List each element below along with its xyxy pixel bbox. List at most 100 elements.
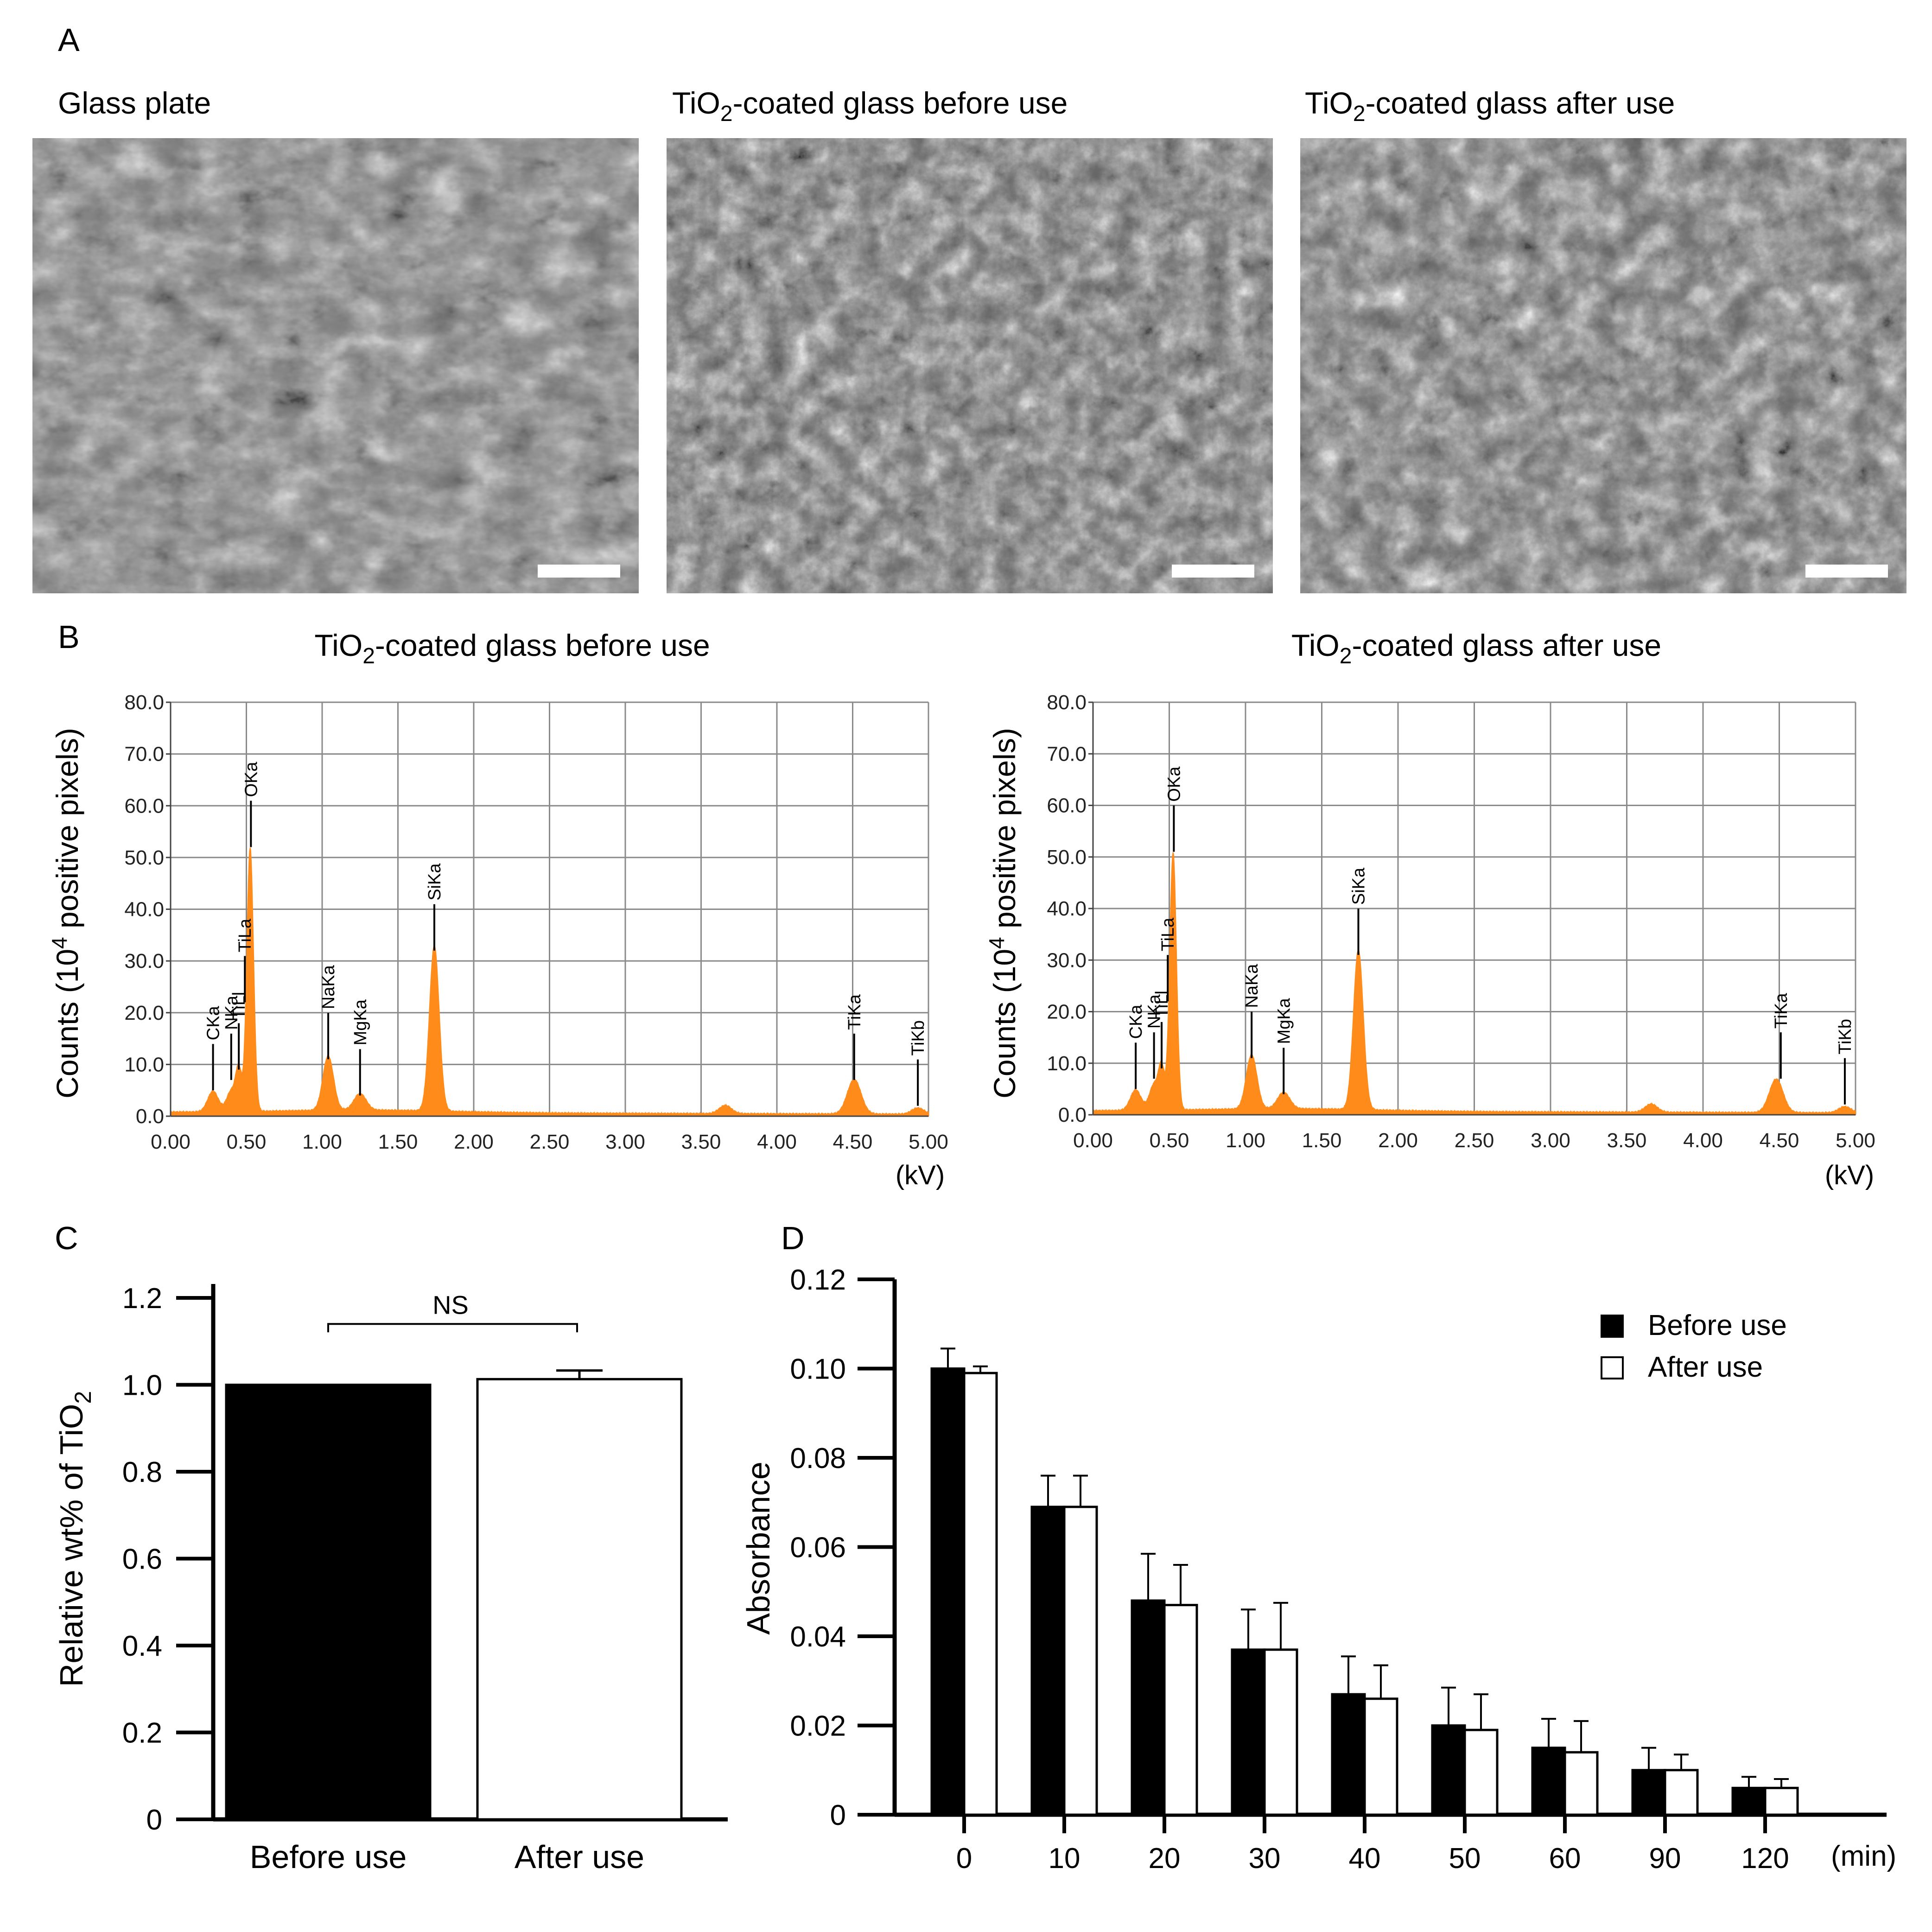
bar-d-xtick-label: 30	[1249, 1843, 1281, 1875]
spectrum-after-xtick-label: 4.50	[1760, 1129, 1799, 1152]
bar-d-bar	[1131, 1599, 1166, 1816]
bar-d-bar	[1631, 1769, 1666, 1816]
panel-a-letter: A	[58, 22, 80, 58]
bar-c-ytick-label: 0.4	[122, 1630, 162, 1662]
legend-label-before: Before use	[1648, 1309, 1787, 1341]
spectrum-after-ytick-label: 10.0	[1047, 1052, 1087, 1075]
spectrum-before-ytick-label: 80.0	[124, 691, 164, 714]
sem-image-glass	[32, 138, 639, 593]
spectrum-before-xtick-label: 4.00	[757, 1131, 797, 1153]
bar-d-bar	[1363, 1697, 1398, 1816]
spectrum-before-xtick-label: 3.50	[681, 1131, 721, 1153]
spectrum-after-peak-label: TiKb	[1836, 1019, 1855, 1055]
bar-d-ylabel: Absorbance	[740, 1462, 776, 1635]
bar-c-significance-bracket	[327, 1323, 578, 1333]
spectrum-before: 0.00 0.50 1.00 1.50 2.00 2.50 3.00 3.50 4.00 4.50…	[124, 691, 948, 1153]
bar-d-xtick-label: 20	[1149, 1843, 1181, 1875]
bar-c-category-label: Before use	[250, 1839, 407, 1875]
spectrum-after-ytick-label: 60.0	[1047, 794, 1087, 817]
spectrum-left-xunit: (kV)	[896, 1160, 945, 1190]
scale-bar-before	[1172, 565, 1254, 578]
spectrum-after-xtick-label: 1.00	[1226, 1129, 1265, 1152]
bar-d-ytick-label: 0	[830, 1799, 846, 1831]
spectrum-before-ytick-label: 0.0	[136, 1105, 164, 1128]
bar-chart-d: 0 0.02 0.04 0.06 0.08 0.10 0.12 0 10 20 30 40 50 60 90…	[790, 1264, 1887, 1875]
scale-bar-after	[1805, 565, 1888, 578]
bar-d-xtick-label: 60	[1549, 1843, 1581, 1875]
bar-d-bar	[1563, 1751, 1599, 1816]
spectrum-before-xtick-label: 0.50	[227, 1131, 267, 1153]
bar-c-ytick-label: 0.2	[122, 1717, 162, 1749]
spectrum-left-ylabel: Counts (104 positive pixels)	[47, 728, 84, 1099]
bar-c-bar	[225, 1384, 432, 1821]
spectrum-title-before-sub: 2	[362, 644, 375, 668]
spectrum-before-peak-label: CKa	[204, 1005, 223, 1040]
spectrum-title-after-tail: -coated glass after use	[1352, 628, 1661, 662]
spectrum-right-ylabel-b: positive pixels)	[987, 728, 1022, 937]
sem-image-after	[1300, 138, 1907, 593]
spectrum-after-peak-label: MgKa	[1274, 998, 1294, 1044]
spectrum-before-xtick-label: 4.50	[833, 1131, 873, 1153]
spectrum-right-ylabel: Counts (104 positive pixels)	[985, 728, 1022, 1099]
bar-d-bar	[1231, 1648, 1266, 1816]
spectrum-after-peak-label: SiKa	[1349, 867, 1368, 905]
spectrum-before-peak-label: TiKb	[909, 1020, 928, 1056]
spectrum-after-ytick-label: 50.0	[1047, 846, 1087, 869]
sem-image-before-texture	[667, 138, 1273, 593]
spectrum-before-xtick-label: 1.50	[378, 1131, 418, 1153]
bar-d-bar	[1063, 1506, 1098, 1816]
sem-title-before: TiO2-coated glass before use	[672, 86, 1068, 126]
spectrum-before-xtick-label: 0.00	[151, 1131, 191, 1153]
spectrum-after-xtick-label: 1.50	[1302, 1129, 1342, 1152]
spectrum-after: 0.00 0.50 1.00 1.50 2.00 2.50 3.00 3.50 4.00 4.50…	[1047, 691, 1875, 1152]
sem-title-before-tail: -coated glass before use	[733, 86, 1068, 120]
legend-label-after: After use	[1648, 1351, 1763, 1383]
bar-d-bar	[930, 1367, 966, 1816]
bar-d-xtick-label: 50	[1449, 1843, 1481, 1875]
spectrum-after-ytick-label: 80.0	[1047, 691, 1087, 714]
spectrum-after-ytick-label: 30.0	[1047, 949, 1087, 972]
spectrum-before-spectrum-area	[170, 847, 929, 1117]
sem-title-before-main: TiO	[672, 86, 720, 120]
sem-image-glass-texture	[32, 138, 639, 593]
bar-d-legend: Before use After use	[1601, 1309, 1787, 1383]
bar-d-bar	[1764, 1786, 1799, 1816]
bar-c-ylabel-sub: 2	[70, 1391, 96, 1404]
bar-c-ylabel: Relative wt% of TiO2	[53, 1391, 96, 1687]
spectrum-after-xtick-label: 4.00	[1683, 1129, 1723, 1152]
spectrum-after-peak-label: TiLl	[1152, 991, 1172, 1018]
sem-image-before	[667, 138, 1273, 593]
bar-c-ytick-label: 1.0	[122, 1370, 162, 1402]
spectrum-after-peak-label: CKa	[1126, 1004, 1146, 1039]
bar-d-bar	[1030, 1506, 1066, 1816]
panel-d: D Absorbance 0 0.02 0.04 0.06 0.08 0.10 0.12 0 1…	[740, 1220, 1896, 1875]
spectrum-title-after-sub: 2	[1340, 644, 1352, 668]
spectrum-after-xtick-label: 2.50	[1455, 1129, 1494, 1152]
spectrum-left-ylabel-a: Counts (10	[50, 949, 84, 1099]
spectrum-right-ylabel-sup: 4	[985, 937, 1009, 949]
spectrum-before-ytick-label: 50.0	[124, 846, 164, 869]
panel-d-letter: D	[781, 1220, 805, 1256]
spectrum-title-before-tail: -coated glass before use	[375, 628, 710, 662]
sem-title-after-tail: -coated glass after use	[1366, 86, 1675, 120]
bar-d-xunit: (min)	[1831, 1840, 1896, 1872]
spectrum-before-ytick-label: 70.0	[124, 743, 164, 766]
spectrum-before-ytick-label: 10.0	[124, 1053, 164, 1076]
bar-d-ytick-label: 0.12	[790, 1264, 846, 1296]
bar-d-ytick-label: 0.02	[790, 1710, 846, 1742]
bar-d-xtick-label: 90	[1649, 1843, 1681, 1875]
spectrum-after-ytick-label: 20.0	[1047, 1001, 1087, 1023]
spectrum-after-spectrum-area	[1093, 852, 1856, 1115]
spectrum-before-peak-label: NaKa	[319, 965, 338, 1009]
spectrum-after-xtick-label: 3.00	[1531, 1129, 1570, 1152]
bar-c-ytick-label: 1.2	[122, 1283, 162, 1315]
bar-d-bar	[1331, 1693, 1366, 1816]
spectrum-before-peak-label: OKa	[242, 762, 261, 797]
panel-c: C Relative wt% of TiO2 0 0.2 0.4 0.6 0.8 1.0 1…	[53, 1220, 728, 1875]
sem-image-after-texture	[1300, 138, 1907, 593]
spectrum-left-ylabel-sup: 4	[47, 937, 71, 949]
panel-a: A Glass plate TiO2-coated glass before u…	[32, 22, 1907, 593]
spectrum-before-ytick-label: 20.0	[124, 1002, 164, 1024]
legend-swatch-after	[1601, 1356, 1624, 1379]
spectrum-before-peak-label: TiLa	[235, 918, 255, 952]
